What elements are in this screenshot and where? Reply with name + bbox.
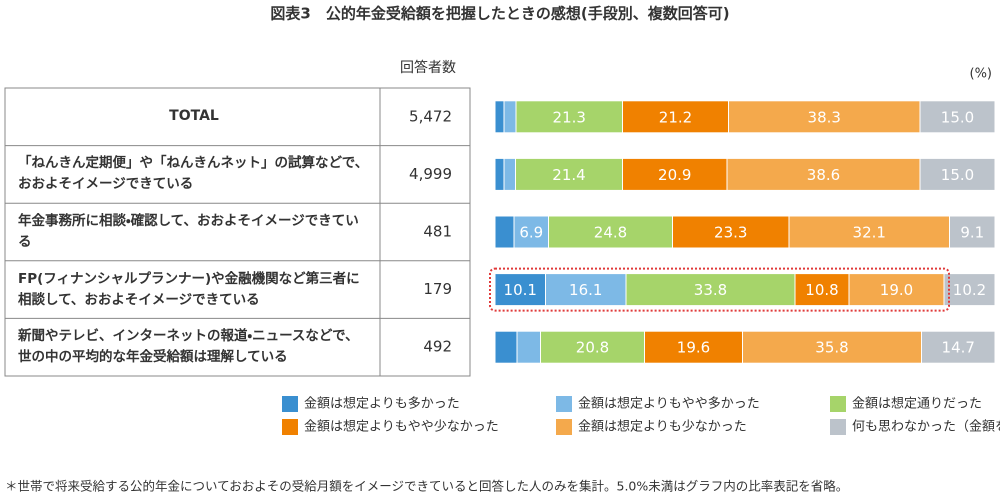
value-label: 16.1 xyxy=(569,281,602,299)
bar-segment xyxy=(949,215,996,249)
value-label: 14.7 xyxy=(942,339,975,357)
bar-segment xyxy=(943,273,996,307)
legend-swatch xyxy=(830,419,846,435)
legend-label: 金額は想定よりもやや多かった xyxy=(578,396,760,412)
bar-segment xyxy=(494,273,546,307)
bar-segment xyxy=(919,100,996,134)
chart-title: 図表3 公的年金受給額を把握したときの感想(手段別、複数回答可) xyxy=(270,5,729,23)
value-label: 20.8 xyxy=(576,339,609,357)
bar-segment xyxy=(494,215,515,249)
row-label: TOTAL xyxy=(169,108,219,125)
bar-segment xyxy=(545,273,627,307)
bar-segment xyxy=(494,330,518,364)
value-label: 21.2 xyxy=(659,108,692,126)
value-label: 21.3 xyxy=(553,108,586,126)
value-label: 23.3 xyxy=(714,224,747,242)
count: 481 xyxy=(423,223,452,241)
bar-segment xyxy=(548,215,673,249)
value-label: 9.1 xyxy=(960,224,984,242)
value-label: 33.8 xyxy=(694,281,727,299)
legend-label: 金額は想定よりもやや少なかった xyxy=(304,419,499,435)
value-label: 10.1 xyxy=(504,281,537,299)
count-header: 回答者数 xyxy=(400,59,456,76)
legend-swatch xyxy=(282,419,298,435)
count: 179 xyxy=(423,280,452,298)
bar-segment xyxy=(515,157,623,191)
row-label: FP(フィナンシャルプランナー)や金融機関など第三者に相談して、おおよそイメージ… xyxy=(18,270,360,308)
bar-segment xyxy=(726,157,921,191)
count: 492 xyxy=(423,338,452,356)
bar-segment xyxy=(921,330,996,364)
value-label: 20.9 xyxy=(658,166,691,184)
bar-segment xyxy=(728,100,921,134)
value-label: 38.6 xyxy=(807,166,840,184)
table-border xyxy=(4,87,471,377)
value-label: 15.0 xyxy=(941,166,974,184)
bar-segment xyxy=(494,100,505,134)
unit-label: (%) xyxy=(970,67,993,82)
legend-label: 金額は想定よりも多かった xyxy=(304,396,460,412)
count: 4,999 xyxy=(409,165,452,183)
legend-label: 何も思わなかった（金額を想定していなかったので多いとも少ないとも思わなかった） xyxy=(852,419,1000,435)
legend-swatch xyxy=(282,396,298,412)
value-label: 21.4 xyxy=(552,166,585,184)
footnote: ＊世帯で将来受給する公的年金についておおよその受給月額をイメージできていると回答… xyxy=(5,479,848,494)
bar-segment xyxy=(494,157,505,191)
bar-segment xyxy=(672,215,790,249)
legend-swatch xyxy=(830,396,846,412)
value-label: 35.8 xyxy=(815,339,848,357)
bar-segment xyxy=(919,157,996,191)
row-label: 年金事務所に相談・確認して、おおよそイメージできている xyxy=(18,212,359,250)
row-label: 「ねんきん定期便」や「ねんきんネット」の試算などで、おおよそイメージできている xyxy=(18,155,369,193)
legend-label: 金額は想定通りだった xyxy=(852,396,982,412)
bar-segment xyxy=(503,100,517,134)
count: 5,472 xyxy=(409,107,452,125)
legend-swatch xyxy=(556,396,572,412)
bar-segment xyxy=(513,215,549,249)
value-label: 6.9 xyxy=(519,224,543,242)
bar-segment xyxy=(622,157,728,191)
bar-segment xyxy=(540,330,645,364)
bar-segment xyxy=(515,100,623,134)
value-label: 24.8 xyxy=(594,224,627,242)
value-label: 10.2 xyxy=(953,281,986,299)
value-label: 19.0 xyxy=(880,281,913,299)
value-label: 32.1 xyxy=(853,224,886,242)
value-label: 10.8 xyxy=(805,281,838,299)
row-label: 新聞やテレビ、インターネットの報道・ニュースなどで、世の中の平均的な年金受給額は… xyxy=(18,328,359,366)
highlight-box xyxy=(489,267,950,312)
value-label: 38.3 xyxy=(808,108,841,126)
bar-segment xyxy=(848,273,945,307)
bar-segment xyxy=(516,330,541,364)
value-label: 19.6 xyxy=(677,339,710,357)
value-label: 15.0 xyxy=(941,108,974,126)
bar-segment xyxy=(788,215,950,249)
bar-segment xyxy=(503,157,516,191)
legend-swatch xyxy=(556,419,572,435)
legend-label: 金額は想定よりも少なかった xyxy=(578,419,747,435)
